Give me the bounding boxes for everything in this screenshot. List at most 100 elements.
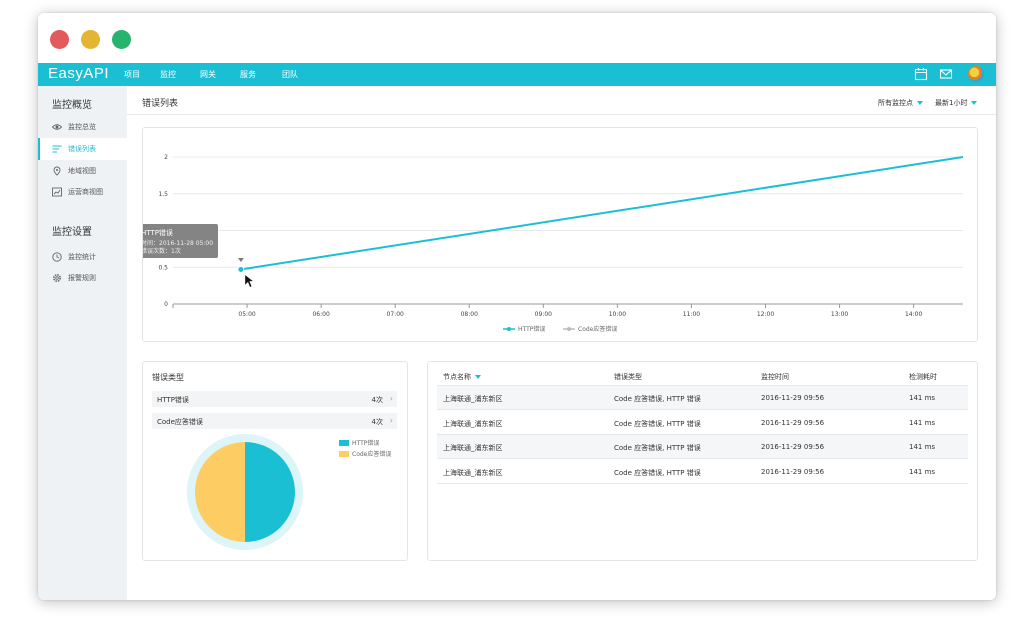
pie-slices [187,434,303,550]
avatar[interactable] [968,66,984,82]
x-tick-label: 11:00 [683,311,700,318]
cell-error-type: Code 应答错误, HTTP 错误 [614,468,701,477]
y-tick-label: 0.5 [158,264,168,271]
pie-legend-label: HTTP错误 [352,439,379,447]
cell-duration: 141 ms [909,394,936,402]
pie-legend-swatch [339,451,349,457]
sidebar-item-label: 监控统计 [68,253,96,261]
sidebar-group-settings: 监控设置 [52,227,92,238]
table-row[interactable]: 上海联通_浦东新区 Code 应答错误, HTTP 错误 2016-11-29 09… [437,435,968,459]
pie-legend: HTTP错误 Code应答错误 [339,439,391,458]
data-point [237,265,245,273]
title-bar [38,13,996,63]
y-tick-label: 2 [164,154,168,161]
maximize-window-button[interactable] [112,30,131,49]
cell-time: 2016-11-29 09:56 [761,443,825,451]
cell-node: 上海联通_浦东新区 [443,395,503,403]
sidebar-item-label: 地域视图 [68,167,96,175]
chart-series [237,156,964,273]
cell-time: 2016-11-29 09:56 [761,394,825,402]
sidebar-item-label: 运营商视图 [68,188,103,196]
chart-grid [173,156,963,305]
mail-icon[interactable] [939,67,953,81]
pie-slice [245,442,295,542]
x-tick-label: 05:00 [238,311,255,318]
tooltip-pointer [237,258,244,262]
x-tick-label: 08:00 [461,311,478,318]
chevron-right-icon: › [389,416,393,425]
chart-icon [52,187,62,197]
monitor-point-filter[interactable]: 所有监控点 [878,98,923,108]
cell-duration: 141 ms [909,418,936,427]
nav-item-monitor[interactable]: 监控 [160,70,176,79]
cell-error-type: Code 应答错误, HTTP 错误 [614,395,701,403]
y-tick-label: 1.5 [158,191,168,198]
table-row[interactable]: 上海联通_浦东新区 Code 应答错误, HTTP 错误 2016-11-29 09… [437,386,968,410]
monitor-point-filter-label: 所有监控点 [878,99,913,107]
nav-item-projects[interactable]: 项目 [124,70,140,79]
cell-duration: 141 ms [909,443,936,451]
table-row[interactable]: 上海联通_浦东新区 Code 应答错误, HTTP 错误 2016-11-29 09… [437,460,968,484]
legend-item: HTTP错误 [503,325,545,333]
calendar-icon[interactable] [914,67,928,81]
nav-item-gateway[interactable]: 网关 [200,70,216,79]
x-tick-label: 12:00 [757,311,774,318]
error-type-count: 4次 [371,418,383,426]
cell-node: 上海联通_浦东新区 [443,444,503,452]
table-header-duration: 检测耗时 [909,373,937,381]
x-tick-label: 06:00 [312,311,329,318]
error-type-row[interactable]: HTTP错误 4次 › [152,391,397,407]
cell-node: 上海联通_浦东新区 [443,419,503,428]
tooltip-time: 时间：2016-11-28 05:00 [143,239,213,247]
sort-caret-icon [475,375,481,379]
header-divider [127,114,996,115]
minimize-window-button[interactable] [81,30,100,49]
error-type-name: HTTP错误 [157,396,189,404]
top-navigation: EasyAPI 项目 监控 网关 服务 团队 [38,63,996,86]
error-trend-chart-card: 00.511.52 05:0006:0007:0008:0009:0010:00… [138,127,978,342]
x-tick-label: 14:00 [905,311,922,318]
cell-node: 上海联通_浦东新区 [443,468,503,477]
table-header-time: 监控时间 [761,373,789,381]
table-row[interactable]: 上海联通_浦东新区 Code 应答错误, HTTP 错误 2016-11-29 09… [437,411,968,435]
logo[interactable]: EasyAPI [48,65,110,82]
sidebar-group-overview: 监控概览 [52,100,92,111]
error-type-row[interactable]: Code应答错误 4次 › [152,413,397,429]
nav-item-services[interactable]: 服务 [240,70,256,79]
legend-label: Code应答错误 [578,325,617,333]
app-window: EasyAPI 项目 监控 网关 服务 团队 监控概览 监控总览 [38,13,996,600]
x-tick-label: 09:00 [535,311,552,318]
sidebar-item-overview[interactable]: 监控总览 [38,116,127,138]
x-tick-label: 07:00 [387,311,404,318]
error-type-card: 错误类型 HTTP错误 4次 › Code应答错误 4次 › HTTP错误 Cod… [142,361,408,561]
cell-error-type: Code 应答错误, HTTP 错误 [614,444,701,452]
cell-time: 2016-11-29 09:56 [761,467,825,476]
sidebar-item-stats[interactable]: 监控统计 [38,246,127,268]
sidebar-item-region[interactable]: 地域视图 [38,160,127,182]
sidebar-item-carrier[interactable]: 运营商视图 [38,181,127,203]
error-type-name: Code应答错误 [157,418,203,426]
table-header-error-type: 错误类型 [614,373,642,381]
sidebar: 监控概览 监控总览 错误列表 地域视图 [38,86,127,600]
error-trend-chart: 00.511.52 05:0006:0007:0008:0009:0010:00… [138,154,964,333]
sidebar-item-alerts[interactable]: 报警规则 [38,267,127,289]
series-line [240,156,964,271]
time-range-filter[interactable]: 最新1小时 [935,98,978,108]
legend-marker [507,327,511,331]
close-window-button[interactable] [50,30,69,49]
page-title: 错误列表 [142,99,179,109]
error-type-count: 4次 [371,396,383,404]
legend-label: HTTP错误 [518,325,545,333]
cell-error-type: Code 应答错误, HTTP 错误 [614,419,701,428]
x-axis-ticks: 05:00 06:00 07:00 08:00 09:00 10:00 11:00 12:00… [172,304,922,318]
nav-item-team[interactable]: 团队 [282,70,298,79]
tooltip-title: HTTP错误 [143,228,173,237]
list-icon [52,145,62,153]
table-header-node[interactable]: 节点名称 [443,372,481,382]
chart-legend: HTTP错误 Code应答错误 [503,325,617,333]
error-type-title: 错误类型 [152,373,184,382]
pie-slice [195,442,245,542]
sidebar-item-errors[interactable]: 错误列表 [38,138,127,160]
caret-down-icon [971,101,978,105]
